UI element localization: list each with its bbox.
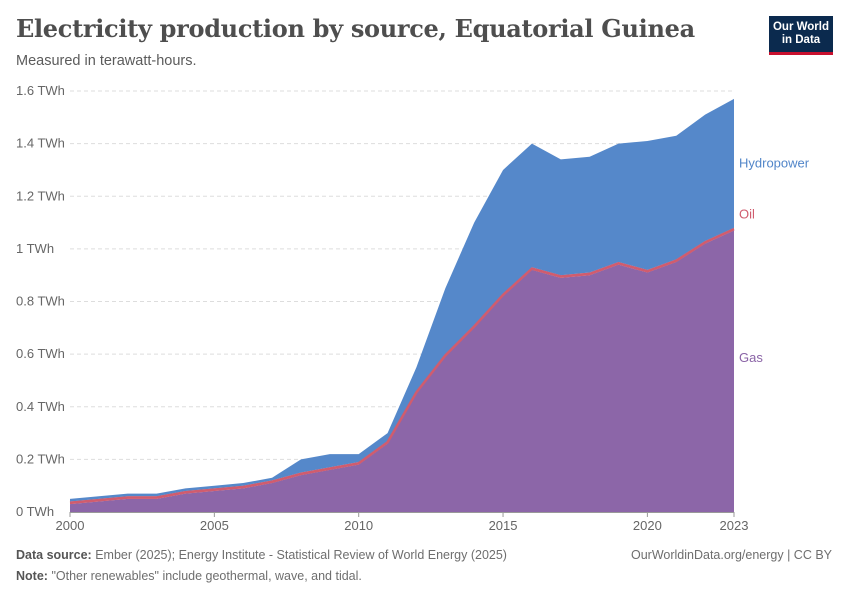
data-source-text: Ember (2025); Energy Institute - Statist… (95, 548, 507, 562)
owid-logo[interactable]: Our World in Data (769, 16, 833, 55)
data-source-line: Data source: Ember (2025); Energy Instit… (16, 548, 507, 562)
y-tick-label: 0.4 TWh (16, 399, 65, 414)
series-label-hydropower: Hydropower (739, 155, 810, 170)
chart-title: Electricity production by source, Equato… (16, 14, 695, 43)
credit-link[interactable]: OurWorldinData.org/energy | CC BY (630, 548, 832, 562)
x-tick-label: 2010 (344, 518, 373, 533)
area-gas (70, 230, 734, 513)
y-tick-label: 1 TWh (16, 241, 54, 256)
y-tick-label: 1.2 TWh (16, 188, 65, 203)
y-tick-label: 0.8 TWh (16, 294, 65, 309)
logo-line-1: Our World (772, 21, 829, 33)
line-oil (69, 228, 735, 505)
y-tick-label: 0.2 TWh (16, 451, 65, 466)
series-label-oil: Oil (739, 207, 755, 222)
note-text: "Other renewables" include geothermal, w… (51, 569, 362, 583)
data-source-label: Data source: (16, 548, 92, 562)
area-hydropower (70, 98, 734, 502)
logo-line-2: in Data (781, 34, 821, 46)
series-label-gas: Gas (739, 350, 763, 365)
note-line: Note: "Other renewables" include geother… (16, 569, 362, 583)
x-tick-label: 2000 (56, 518, 85, 533)
chart-subtitle: Measured in terawatt-hours. (16, 53, 197, 69)
y-tick-label: 1.4 TWh (16, 136, 65, 151)
note-label: Note: (16, 569, 48, 583)
x-tick-label: 2005 (200, 518, 229, 533)
y-tick-label: 0 TWh (16, 504, 54, 519)
y-tick-label: 0.6 TWh (16, 346, 65, 361)
y-tick-label: 1.6 TWh (16, 83, 65, 98)
x-tick-label: 2015 (489, 518, 518, 533)
x-tick-label: 2023 (720, 518, 749, 533)
x-tick-label: 2020 (633, 518, 662, 533)
